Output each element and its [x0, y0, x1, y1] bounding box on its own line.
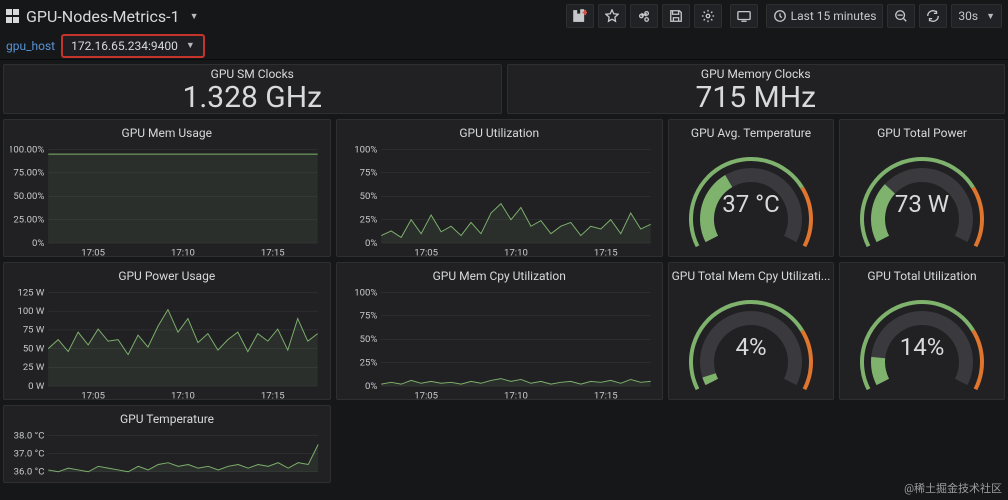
- header-bar: GPU-Nodes-Metrics-1 ▼ Last 15 minutes: [0, 0, 1008, 32]
- panel-gpu-util[interactable]: GPU Utilization 100% 75% 50% 25% 0% 17:05 17:1…: [336, 119, 664, 257]
- svg-text:0%: 0%: [32, 238, 44, 249]
- stat-value: 1.328 GHz: [4, 81, 501, 116]
- title-dropdown-icon[interactable]: ▼: [190, 11, 199, 22]
- settings-button[interactable]: [694, 4, 722, 28]
- svg-text:25%: 25%: [359, 358, 377, 369]
- time-picker-button[interactable]: Last 15 minutes: [766, 4, 884, 28]
- chart: 100% 75% 50% 25% 0% 17:05 17:10 17:15: [337, 142, 663, 262]
- gauge: 14%: [840, 285, 1004, 399]
- svg-text:36.0 °C: 36.0 °C: [14, 467, 45, 478]
- save-button[interactable]: [662, 4, 690, 28]
- panel-title: GPU Total Utilization: [840, 263, 1004, 285]
- time-label: Last 15 minutes: [791, 9, 877, 23]
- svg-text:25%: 25%: [359, 215, 377, 226]
- panel-sm-clocks[interactable]: GPU SM Clocks 1.328 GHz: [3, 64, 502, 114]
- svg-text:17:05: 17:05: [414, 390, 438, 400]
- svg-text:125 W: 125 W: [17, 289, 44, 298]
- svg-text:50 W: 50 W: [23, 343, 45, 354]
- chart: 100% 75% 50% 25% 0% 17:05 17:10 17:15: [337, 285, 663, 405]
- panel-title: GPU Mem Usage: [4, 120, 330, 142]
- svg-text:0%: 0%: [365, 238, 377, 249]
- gauge-value: 4%: [669, 333, 833, 361]
- svg-text:38.0 °C: 38.0 °C: [14, 432, 45, 441]
- dashboard-grid-icon[interactable]: [6, 9, 20, 23]
- chevron-down-icon: ▼: [986, 11, 995, 22]
- panel-title: GPU Avg. Temperature: [669, 120, 833, 142]
- panel-title: GPU Temperature: [4, 406, 330, 428]
- watermark: @稀土掘金技术社区: [904, 480, 1002, 496]
- panel-mem-clocks[interactable]: GPU Memory Clocks 715 MHz: [507, 64, 1006, 114]
- dashboard-grid: GPU SM Clocks 1.328 GHz GPU Memory Clock…: [0, 60, 1008, 487]
- svg-text:75 W: 75 W: [23, 325, 45, 336]
- panel-util-total[interactable]: GPU Total Utilization 14%: [839, 262, 1005, 400]
- chart: 100.00% 75.00% 50.00% 25.00% 0% 17:05 17:10 17:…: [4, 142, 330, 262]
- panel-total-power[interactable]: GPU Total Power 73 W: [839, 119, 1005, 257]
- svg-text:37.0 °C: 37.0 °C: [14, 448, 45, 459]
- variable-value: 172.16.65.234:9400: [71, 39, 178, 53]
- panel-title: GPU Utilization: [337, 120, 663, 142]
- svg-text:17:10: 17:10: [504, 390, 528, 400]
- refresh-interval-dropdown[interactable]: 30s ▼: [951, 4, 1002, 28]
- refresh-interval-label: 30s: [958, 9, 978, 23]
- gauge-value: 73 W: [840, 190, 1004, 218]
- header-left: GPU-Nodes-Metrics-1 ▼: [6, 7, 198, 26]
- chevron-down-icon: ▼: [186, 40, 195, 51]
- svg-text:50%: 50%: [359, 191, 377, 202]
- panel-memcpy-util[interactable]: GPU Mem Cpy Utilization 100% 75% 50% 25% 0% 1…: [336, 262, 664, 400]
- chart: 38.0 °C 37.0 °C 36.0 °C: [4, 428, 330, 491]
- gauge: 73 W: [840, 142, 1004, 256]
- header-right: Last 15 minutes 30s ▼: [566, 4, 1002, 28]
- panel-avg-temp[interactable]: GPU Avg. Temperature 37 °C: [668, 119, 834, 257]
- svg-text:75%: 75%: [359, 311, 377, 322]
- svg-text:17:15: 17:15: [593, 390, 617, 400]
- gpu-host-dropdown[interactable]: 172.16.65.234:9400 ▼: [61, 34, 205, 58]
- svg-text:100%: 100%: [354, 289, 377, 298]
- svg-text:100 W: 100 W: [17, 306, 44, 317]
- svg-text:50%: 50%: [359, 334, 377, 345]
- variable-bar: gpu_host 172.16.65.234:9400 ▼: [0, 32, 1008, 60]
- panel-title: GPU Power Usage: [4, 263, 330, 285]
- add-panel-button[interactable]: [566, 4, 594, 28]
- svg-text:50.00%: 50.00%: [13, 191, 44, 202]
- svg-text:25 W: 25 W: [23, 362, 45, 373]
- panel-power-usage[interactable]: GPU Power Usage 125 W 100 W 75 W 50 W 25 W 0 …: [3, 262, 331, 400]
- stat-value: 715 MHz: [508, 81, 1005, 116]
- svg-text:100%: 100%: [354, 146, 377, 155]
- panel-title: GPU Total Power: [840, 120, 1004, 142]
- svg-text:17:15: 17:15: [593, 247, 617, 257]
- panel-title: GPU Mem Cpy Utilization: [337, 263, 663, 285]
- svg-text:0%: 0%: [365, 381, 377, 392]
- gauge-value: 14%: [840, 333, 1004, 361]
- dashboard-title[interactable]: GPU-Nodes-Metrics-1: [26, 7, 180, 26]
- variable-label: gpu_host: [6, 39, 55, 53]
- svg-text:25.00%: 25.00%: [13, 215, 44, 226]
- gauge: 37 °C: [669, 142, 833, 256]
- svg-text:17:10: 17:10: [504, 247, 528, 257]
- svg-text:100.00%: 100.00%: [10, 146, 44, 155]
- panel-title: GPU Total Mem Cpy Utilizati...: [669, 263, 833, 285]
- tv-mode-button[interactable]: [730, 4, 758, 28]
- gauge: 4%: [669, 285, 833, 399]
- panel-title: GPU SM Clocks: [4, 63, 501, 81]
- svg-text:0 W: 0 W: [28, 381, 45, 392]
- panel-mem-usage[interactable]: GPU Mem Usage 100.00% 75.00% 50.00% 25.00% 0…: [3, 119, 331, 257]
- svg-text:17:15: 17:15: [261, 390, 285, 400]
- star-button[interactable]: [598, 4, 626, 28]
- svg-text:17:05: 17:05: [81, 390, 105, 400]
- svg-text:17:10: 17:10: [171, 390, 195, 400]
- svg-text:17:15: 17:15: [261, 247, 285, 257]
- panel-memcpy-total[interactable]: GPU Total Mem Cpy Utilizati... 4%: [668, 262, 834, 400]
- zoom-out-button[interactable]: [887, 4, 915, 28]
- chart: 125 W 100 W 75 W 50 W 25 W 0 W 17:05 17:10 17:15: [4, 285, 330, 405]
- svg-text:75%: 75%: [359, 168, 377, 179]
- gauge-value: 37 °C: [669, 190, 833, 218]
- svg-text:75.00%: 75.00%: [13, 168, 44, 179]
- panel-gpu-temp[interactable]: GPU Temperature 38.0 °C 37.0 °C 36.0 °C: [3, 405, 331, 483]
- svg-text:17:05: 17:05: [414, 247, 438, 257]
- panel-title: GPU Memory Clocks: [508, 63, 1005, 81]
- refresh-button[interactable]: [919, 4, 947, 28]
- share-button[interactable]: [630, 4, 658, 28]
- svg-text:17:05: 17:05: [81, 247, 105, 257]
- svg-text:17:10: 17:10: [171, 247, 195, 257]
